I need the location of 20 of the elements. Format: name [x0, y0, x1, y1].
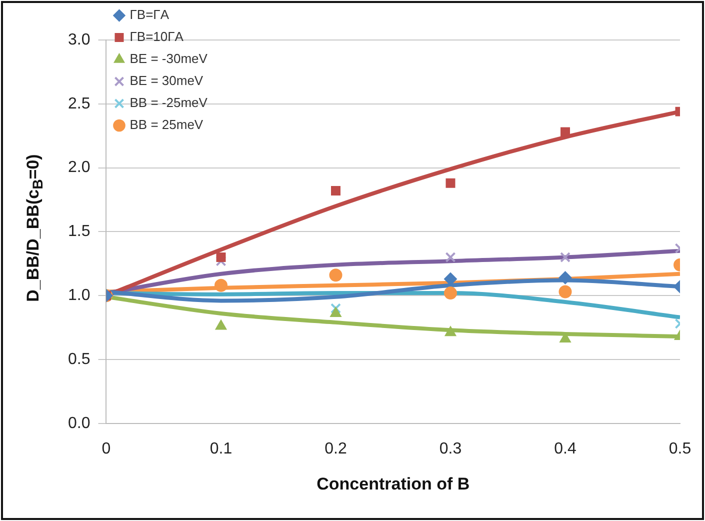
x-tick-label: 0.5: [668, 440, 692, 458]
y-tick-label: 3.0: [68, 31, 90, 48]
legend-label: BE = -30meV: [130, 51, 208, 66]
y-tick-label: 1.0: [68, 287, 90, 304]
y-tick-label: 1.5: [68, 223, 90, 240]
x-tick-label: 0.1: [210, 440, 232, 458]
x-tick-label: 0: [102, 440, 111, 458]
x-tick-label: 0.3: [439, 440, 462, 458]
x-tick-label: 0.2: [324, 440, 347, 458]
y-tick-label: 2.0: [68, 159, 90, 176]
legend-label: ΓB=10ΓA: [130, 29, 184, 44]
y-tick-label: 0.5: [68, 350, 90, 368]
y-tick-label: 0.0: [68, 414, 90, 432]
x-tick-label: 0.4: [554, 440, 576, 458]
legend-label: BE = 30meV: [130, 73, 204, 88]
legend-label: ΓB=ΓA: [130, 7, 170, 22]
y-tick-label: 2.5: [68, 95, 90, 112]
x-axis-title: Concentration of B: [316, 474, 470, 494]
legend-label: BB = 25meV: [130, 117, 204, 132]
legend-label: BB = -25meV: [130, 95, 208, 110]
